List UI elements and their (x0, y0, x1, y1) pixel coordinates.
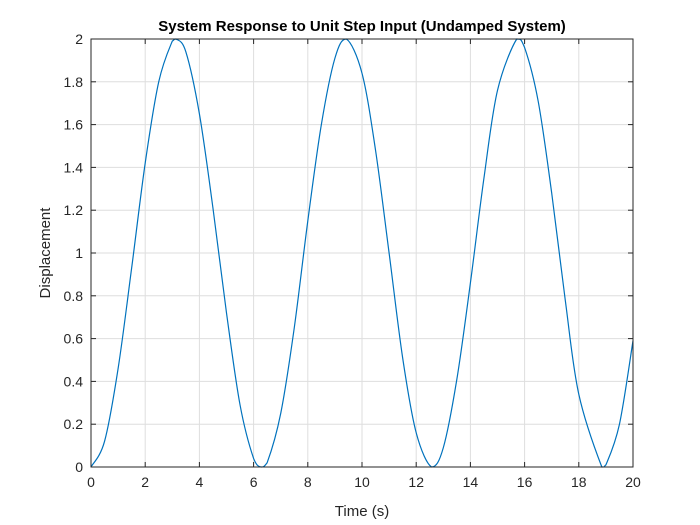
y-tick-label: 0.4 (64, 373, 84, 389)
y-tick-label: 1.8 (64, 74, 84, 90)
x-tick-label: 10 (354, 474, 370, 490)
x-tick-label: 6 (250, 474, 258, 490)
x-axis-label: Time (s) (335, 503, 389, 520)
y-tick-label: 0.6 (64, 331, 84, 347)
x-tick-label: 0 (87, 474, 95, 490)
x-tick-label: 20 (625, 474, 641, 490)
y-tick-label: 2 (75, 31, 83, 47)
y-tick-label: 0.2 (64, 416, 84, 432)
plot-area: 0 2 4 6 8 10 12 14 16 18 20 0 0.2 0.4 0.6 0.8 1 1.2 1.4 1.6… (64, 31, 641, 490)
x-tick-label: 18 (571, 474, 587, 490)
x-tick-label: 8 (304, 474, 312, 490)
y-tick-label: 1.6 (64, 117, 84, 133)
y-tick-label: 1 (75, 245, 83, 261)
y-tick-label: 1.4 (64, 159, 84, 175)
chart-title: System Response to Unit Step Input (Unda… (158, 18, 566, 35)
x-tick-label: 12 (408, 474, 424, 490)
axes-box (90, 38, 634, 468)
x-tick-label: 16 (517, 474, 533, 490)
y-axis-label: Displacement (37, 207, 54, 299)
y-tick-label: 1.2 (64, 202, 84, 218)
x-tick-label: 4 (196, 474, 204, 490)
x-tick-label: 2 (141, 474, 149, 490)
x-tick-label: 14 (463, 474, 479, 490)
y-tick-label: 0.8 (64, 288, 84, 304)
y-tick-label: 0 (75, 459, 83, 475)
